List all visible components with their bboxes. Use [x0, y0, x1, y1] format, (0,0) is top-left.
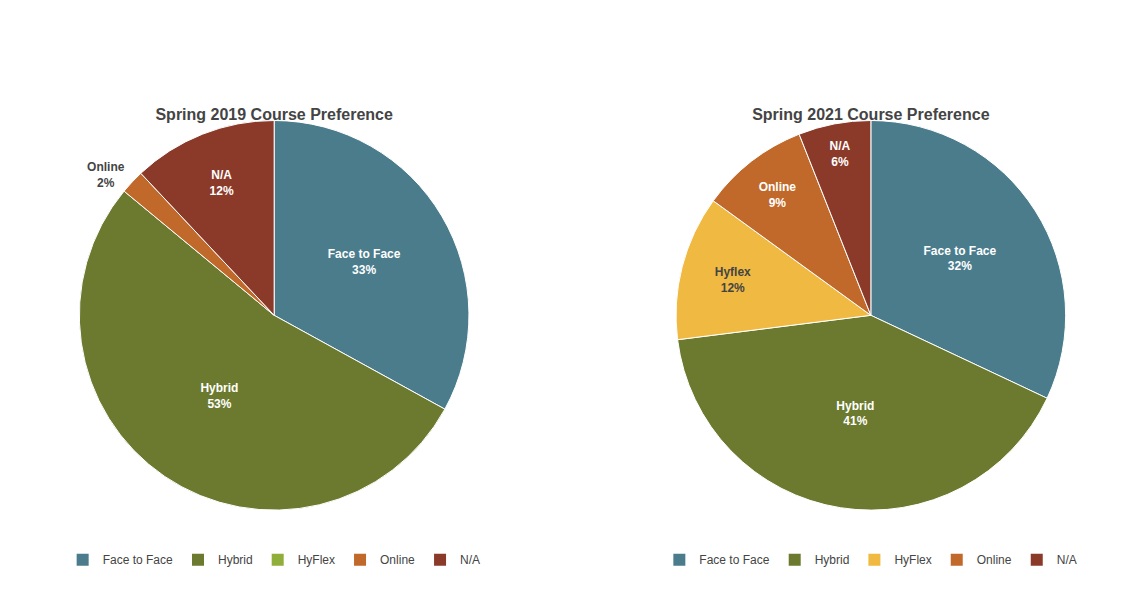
svg-text:Face to Face: Face to Face: [103, 553, 173, 567]
svg-text:Face to Face32%: Face to Face32%: [924, 244, 997, 274]
svg-text:Hyflex12%: Hyflex12%: [715, 265, 751, 295]
svg-text:Online9%: Online9%: [759, 180, 797, 210]
svg-text:Face to Face33%: Face to Face33%: [328, 247, 401, 277]
svg-text:Hybrid53%: Hybrid53%: [200, 381, 238, 411]
svg-text:N/A6%: N/A6%: [830, 139, 851, 169]
svg-text:Online2%: Online2%: [87, 160, 125, 190]
svg-text:Online: Online: [977, 553, 1012, 567]
svg-text:N/A: N/A: [1057, 553, 1077, 567]
svg-text:HyFlex: HyFlex: [298, 553, 335, 567]
svg-text:N/A12%: N/A12%: [210, 168, 234, 198]
svg-text:Spring 2019 Course Preference: Spring 2019 Course Preference: [155, 106, 393, 123]
svg-text:N/A: N/A: [460, 553, 480, 567]
svg-text:HyFlex: HyFlex: [894, 553, 931, 567]
svg-text:Hybrid41%: Hybrid41%: [836, 399, 874, 429]
svg-text:Online: Online: [380, 553, 415, 567]
svg-text:Hybrid: Hybrid: [218, 553, 253, 567]
svg-text:Spring 2021 Course Preference: Spring 2021 Course Preference: [752, 106, 990, 123]
svg-text:Hybrid: Hybrid: [815, 553, 850, 567]
svg-text:Face to Face: Face to Face: [699, 553, 769, 567]
